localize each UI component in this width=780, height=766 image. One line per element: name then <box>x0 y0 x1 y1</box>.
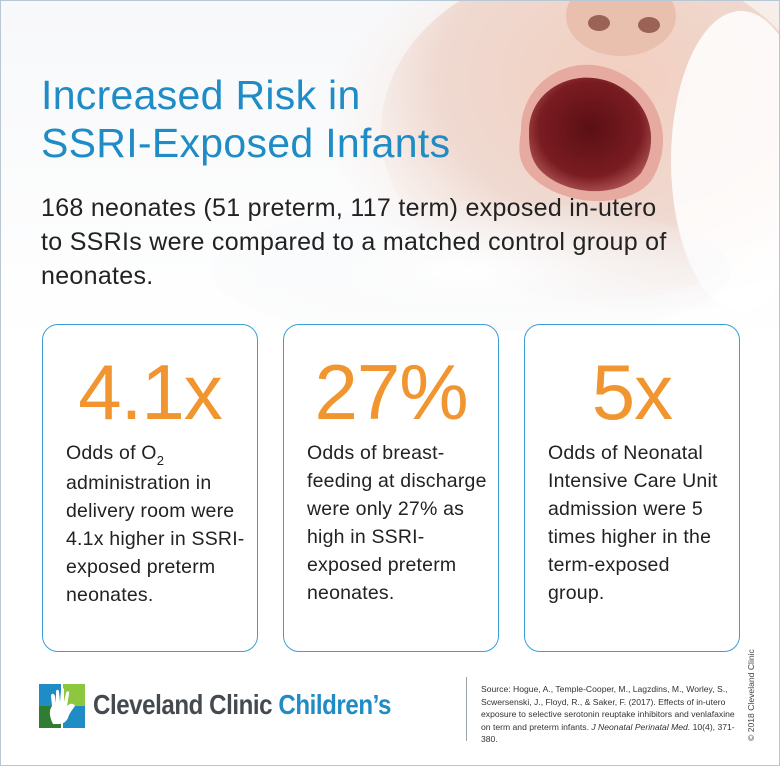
source-citation: Source: Hogue, A., Temple-Cooper, M., La… <box>481 683 743 746</box>
brand-main: Cleveland Clinic <box>93 689 273 720</box>
brand-sub: Children’s <box>278 689 391 720</box>
stat-value: 5x <box>591 348 673 436</box>
intro-text: 168 neonates (51 preterm, 117 term) expo… <box>41 194 667 290</box>
copyright-notice: © 2018 Cleveland Clinic <box>746 649 756 741</box>
stat-description: Odds of breast-feeding at discharge were… <box>307 442 487 604</box>
stat-value: 4.1x <box>78 348 222 436</box>
title-line-2: SSRI-Exposed Infants <box>41 120 451 166</box>
title-line-1: Increased Risk in <box>41 72 361 118</box>
stat-value: 27% <box>314 348 468 436</box>
baby-photo <box>211 1 779 331</box>
desc-text: Odds of O <box>66 442 157 464</box>
stat-card-breastfeeding: 27% Odds of breast-feeding at discharge … <box>283 324 499 652</box>
citation-text: Source: Hogue, A., Temple-Cooper, M., La… <box>481 684 735 732</box>
stat-card-oxygen: 4.1x Odds of O2 administration in delive… <box>42 324 258 652</box>
citation-tail: 10(4), 371-380. <box>481 721 735 745</box>
desc-subscript: 2 <box>156 453 165 468</box>
stat-card-nicu: 5x Odds of Neonatal Intensive Care Unit … <box>524 324 740 652</box>
desc-text: administration in delivery room were 4.1… <box>66 472 245 606</box>
stat-description: Odds of O2 administration in delivery ro… <box>66 439 247 609</box>
cleveland-clinic-hand-logo-icon <box>39 684 85 728</box>
footer-divider <box>466 677 467 741</box>
page-title: Increased Risk in SSRI-Exposed Infants <box>41 71 450 167</box>
brand-name: Cleveland Clinic Children’s <box>93 689 391 721</box>
citation-journal: J Neonatal Perinatal Med. <box>591 721 691 732</box>
stat-description: Odds of Neonatal Intensive Care Unit adm… <box>548 442 718 604</box>
